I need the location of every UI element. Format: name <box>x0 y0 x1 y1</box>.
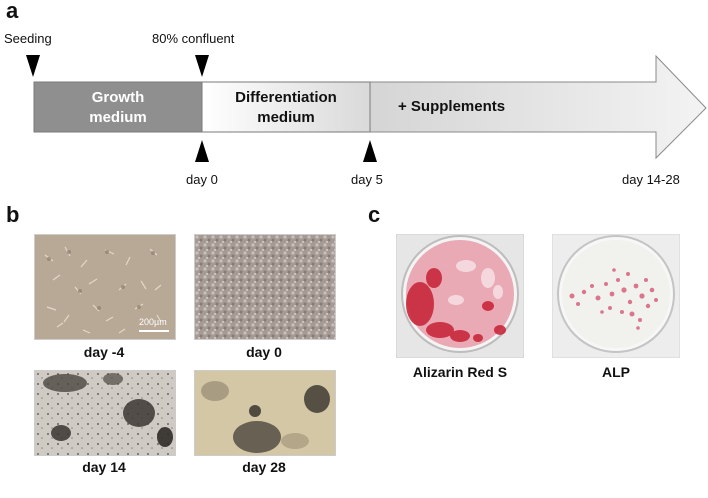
panel-b-letter: b <box>6 202 20 227</box>
micrograph-day-minus4: 200µm <box>34 234 176 340</box>
timeline-arrow <box>33 54 707 160</box>
day14-28-label: day 14-28 <box>622 172 680 187</box>
supplements-label: + Supplements <box>398 98 506 115</box>
differentiation-segment <box>201 81 371 133</box>
caption-day-minus4: day -4 <box>83 344 125 360</box>
caption-alp: ALP <box>602 364 630 380</box>
day5-label: day 5 <box>351 172 383 187</box>
scale-bar-label: 200µm <box>139 317 167 327</box>
growth-medium-label: Growth medium <box>89 89 147 126</box>
differentiation-medium-label: Differentiation medium <box>235 89 337 126</box>
confluent-marker <box>195 55 209 77</box>
caption-alizarin-red: Alizarin Red S <box>412 364 508 380</box>
seeding-label: Seeding <box>4 31 52 46</box>
panel-a-letter: a <box>6 0 19 23</box>
caption-day28: day 28 <box>242 459 286 475</box>
caption-day0: day 0 <box>246 344 282 360</box>
caption-day14: day 14 <box>82 459 126 475</box>
day5-marker <box>363 140 377 162</box>
growth-segment <box>33 81 203 133</box>
micrograph-day28 <box>194 370 336 456</box>
micrograph-day14 <box>34 370 176 456</box>
micrograph-day0 <box>194 234 336 340</box>
day0-label: day 0 <box>186 172 218 187</box>
alp-dish <box>551 233 681 359</box>
confluent-label: 80% confluent <box>152 31 235 46</box>
alizarin-red-dish <box>395 233 525 359</box>
day0-marker <box>195 140 209 162</box>
seeding-marker <box>26 55 40 77</box>
panel-c-letter: c <box>368 202 381 227</box>
